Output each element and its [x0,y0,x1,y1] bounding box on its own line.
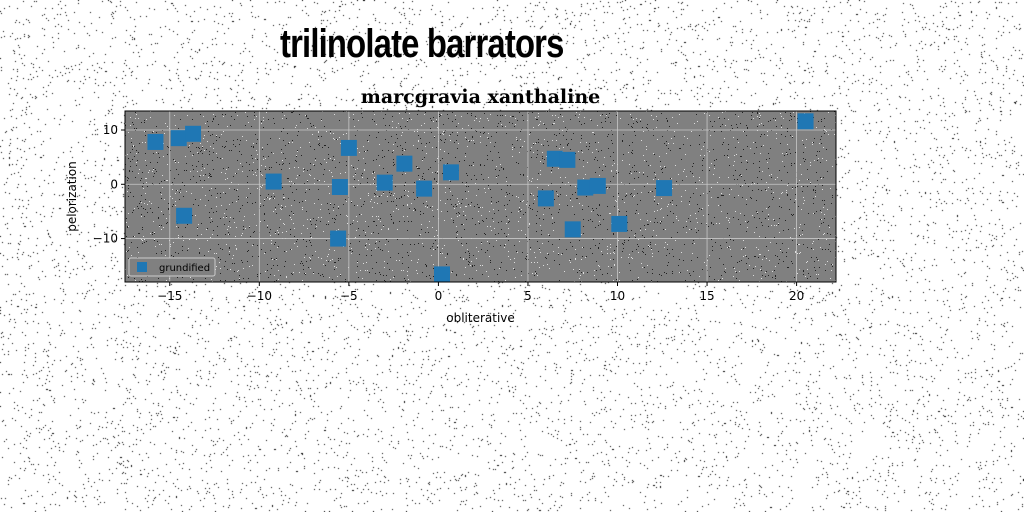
x-tick-label: −10 [247,289,272,303]
y-tick-label: 10 [103,123,118,137]
grid-lines [125,111,836,282]
plot-area [125,111,836,282]
data-point [546,150,563,167]
data-point [797,113,814,130]
legend-label: grundified [159,263,210,274]
x-tick-label: 10 [610,289,625,303]
data-point [577,179,594,196]
data-point [331,179,348,195]
data-point [611,215,628,232]
data-point [564,221,581,238]
data-point [170,130,187,147]
data-point [185,125,202,142]
y-axis-label: pelorization [65,161,79,232]
data-point [330,230,347,247]
x-tick-label: 0 [435,289,443,303]
data-markers [147,113,814,283]
y-tick-label: 0 [110,177,118,191]
y-tick-label: −10 [93,232,118,246]
data-point [376,174,393,191]
plot-border [124,110,837,283]
data-point [340,139,357,156]
x-tick-label: −5 [340,289,358,303]
data-point [147,133,164,150]
legend-marker [137,262,147,272]
data-point [656,180,673,197]
page-title: trilinolate barrators [280,22,564,66]
data-point [433,266,450,283]
x-axis-ticks: −15 −10 −5 0 5 10 15 20 [157,282,804,303]
x-tick-label: 5 [524,289,532,303]
data-point [442,164,459,181]
x-tick-label: 15 [699,289,714,303]
data-point [396,155,413,172]
data-point [589,177,606,194]
chart-title: marcgravia xanthaline [361,86,600,108]
data-point [416,180,433,197]
x-tick-label: 20 [789,289,804,303]
x-axis-label: obliterative [446,311,515,325]
data-point [559,151,576,168]
data-point [265,173,282,190]
x-tick-label: −15 [157,289,182,303]
legend-box [128,257,216,277]
data-point [537,190,554,207]
legend: grundified [128,257,216,277]
data-point [176,207,193,224]
y-axis-ticks: −10 0 10 [93,123,125,246]
